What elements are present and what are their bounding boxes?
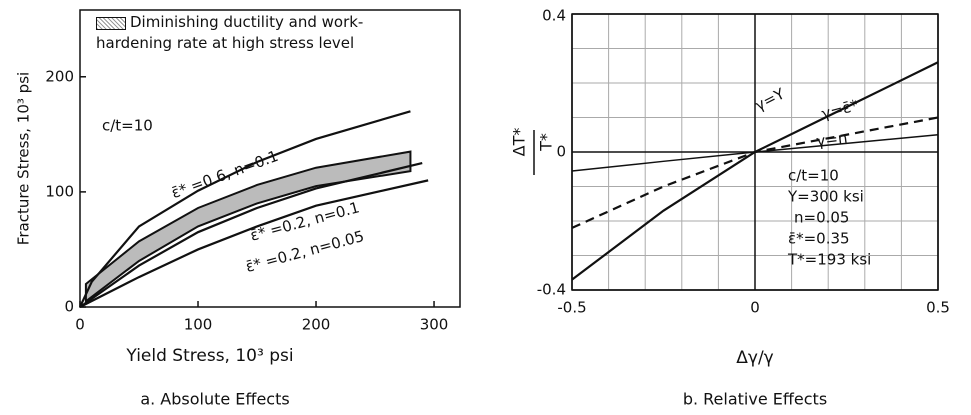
y-axis-label: Fracture Stress, 10³ psi <box>15 72 33 245</box>
series-label: γ=ε̄* <box>820 96 861 123</box>
x-tick-label: 0 <box>75 316 85 334</box>
annotation: ε̄*=0.35 <box>788 230 850 248</box>
y-tick-label: 100 <box>45 182 74 200</box>
annotation: c/t=10 <box>788 167 839 185</box>
chart-caption: b. Relative Effects <box>683 390 827 409</box>
y-axis-label: T* <box>537 133 556 152</box>
series-line <box>79 110 411 308</box>
y-tick-label: 0.4 <box>542 7 566 25</box>
x-axis-label: Yield Stress, 10³ psi <box>125 346 293 366</box>
x-tick-label: 0 <box>750 299 760 317</box>
y-tick-label: 200 <box>45 67 74 85</box>
y-tick-label: 0 <box>64 298 74 316</box>
annotation: T*=193 ksi <box>787 251 871 269</box>
series-label: γ=n <box>815 129 848 151</box>
legend-swatch <box>96 17 126 30</box>
legend-text: Diminishing ductility and work-hardening… <box>96 13 364 52</box>
x-tick-label: 0.5 <box>926 299 950 317</box>
x-tick-label: 100 <box>184 316 213 334</box>
annotation: c/t=10 <box>102 117 153 135</box>
series-label: γ=Y <box>752 84 788 114</box>
x-tick-label: 300 <box>420 316 449 334</box>
plot-frame <box>79 9 461 308</box>
y-axis-label: ΔT* <box>510 128 529 157</box>
chart-caption: a. Absolute Effects <box>140 390 289 409</box>
series-line <box>79 179 429 308</box>
band-area <box>84 150 412 304</box>
annotation: n=0.05 <box>794 209 849 227</box>
series-line <box>79 162 423 308</box>
x-tick-label: 200 <box>302 316 331 334</box>
x-axis-label: Δγ/γ <box>736 348 773 368</box>
series-line <box>571 134 939 172</box>
annotation: Y=300 ksi <box>787 188 864 206</box>
y-tick-label: -0.4 <box>537 281 566 299</box>
y-tick-label: 0 <box>556 143 566 161</box>
x-tick-label: -0.5 <box>557 299 586 317</box>
